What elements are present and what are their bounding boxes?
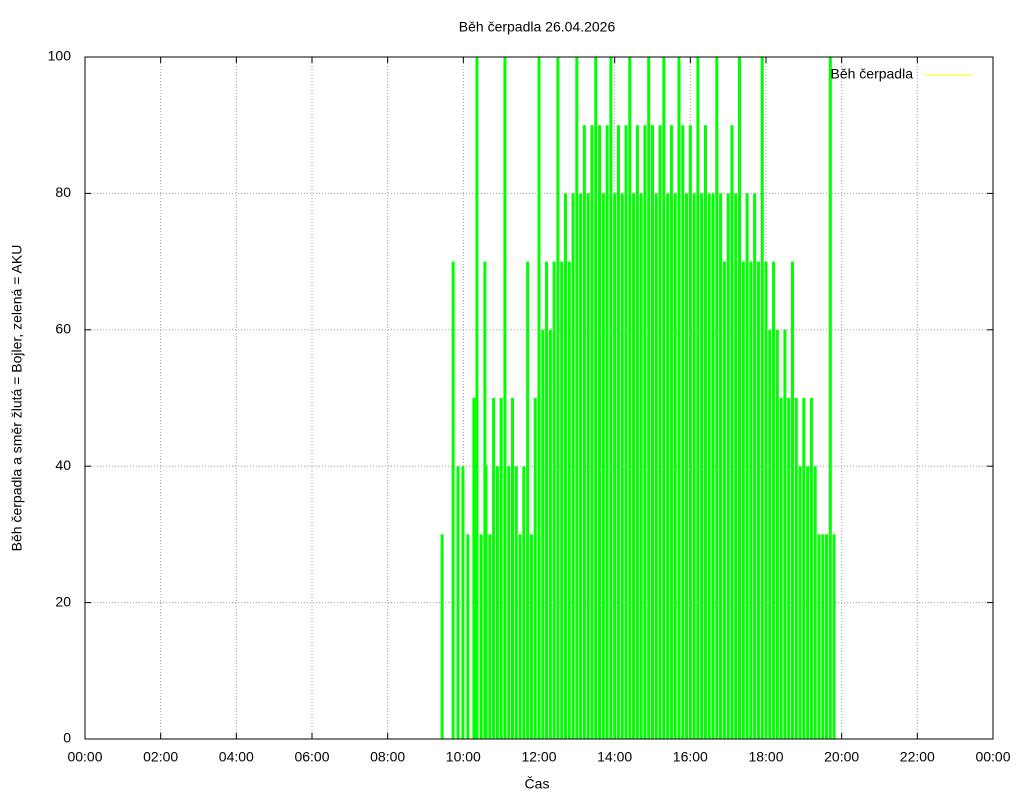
y-tick-label: 0 [63,730,71,746]
y-tick-label: 20 [55,593,71,609]
x-tick-label: 08:00 [370,749,405,765]
x-tick-label: 18:00 [748,749,783,765]
x-tick-label: 12:00 [521,749,556,765]
x-tick-label: 00:00 [975,749,1010,765]
chart-title: Běh čerpadla 26.04.2026 [459,19,616,35]
x-tick-label: 04:00 [219,749,254,765]
x-axis-label: Čas [525,776,550,792]
y-tick-label: 100 [48,48,72,64]
x-tick-label: 06:00 [294,749,329,765]
x-tick-label: 20:00 [824,749,859,765]
y-tick-label: 40 [55,457,71,473]
y-axis-label: Běh čerpadla a směr žlutá = Bojler, zele… [9,245,25,552]
x-tick-label: 10:00 [446,749,481,765]
x-tick-label: 02:00 [143,749,178,765]
x-tick-label: 00:00 [67,749,102,765]
legend-label: Běh čerpadla [830,66,913,82]
x-tick-label: 16:00 [673,749,708,765]
x-tick-label: 14:00 [597,749,632,765]
x-tick-label: 22:00 [900,749,935,765]
y-tick-label: 60 [55,321,71,337]
y-tick-label: 80 [55,184,71,200]
plot-frame [84,56,994,740]
